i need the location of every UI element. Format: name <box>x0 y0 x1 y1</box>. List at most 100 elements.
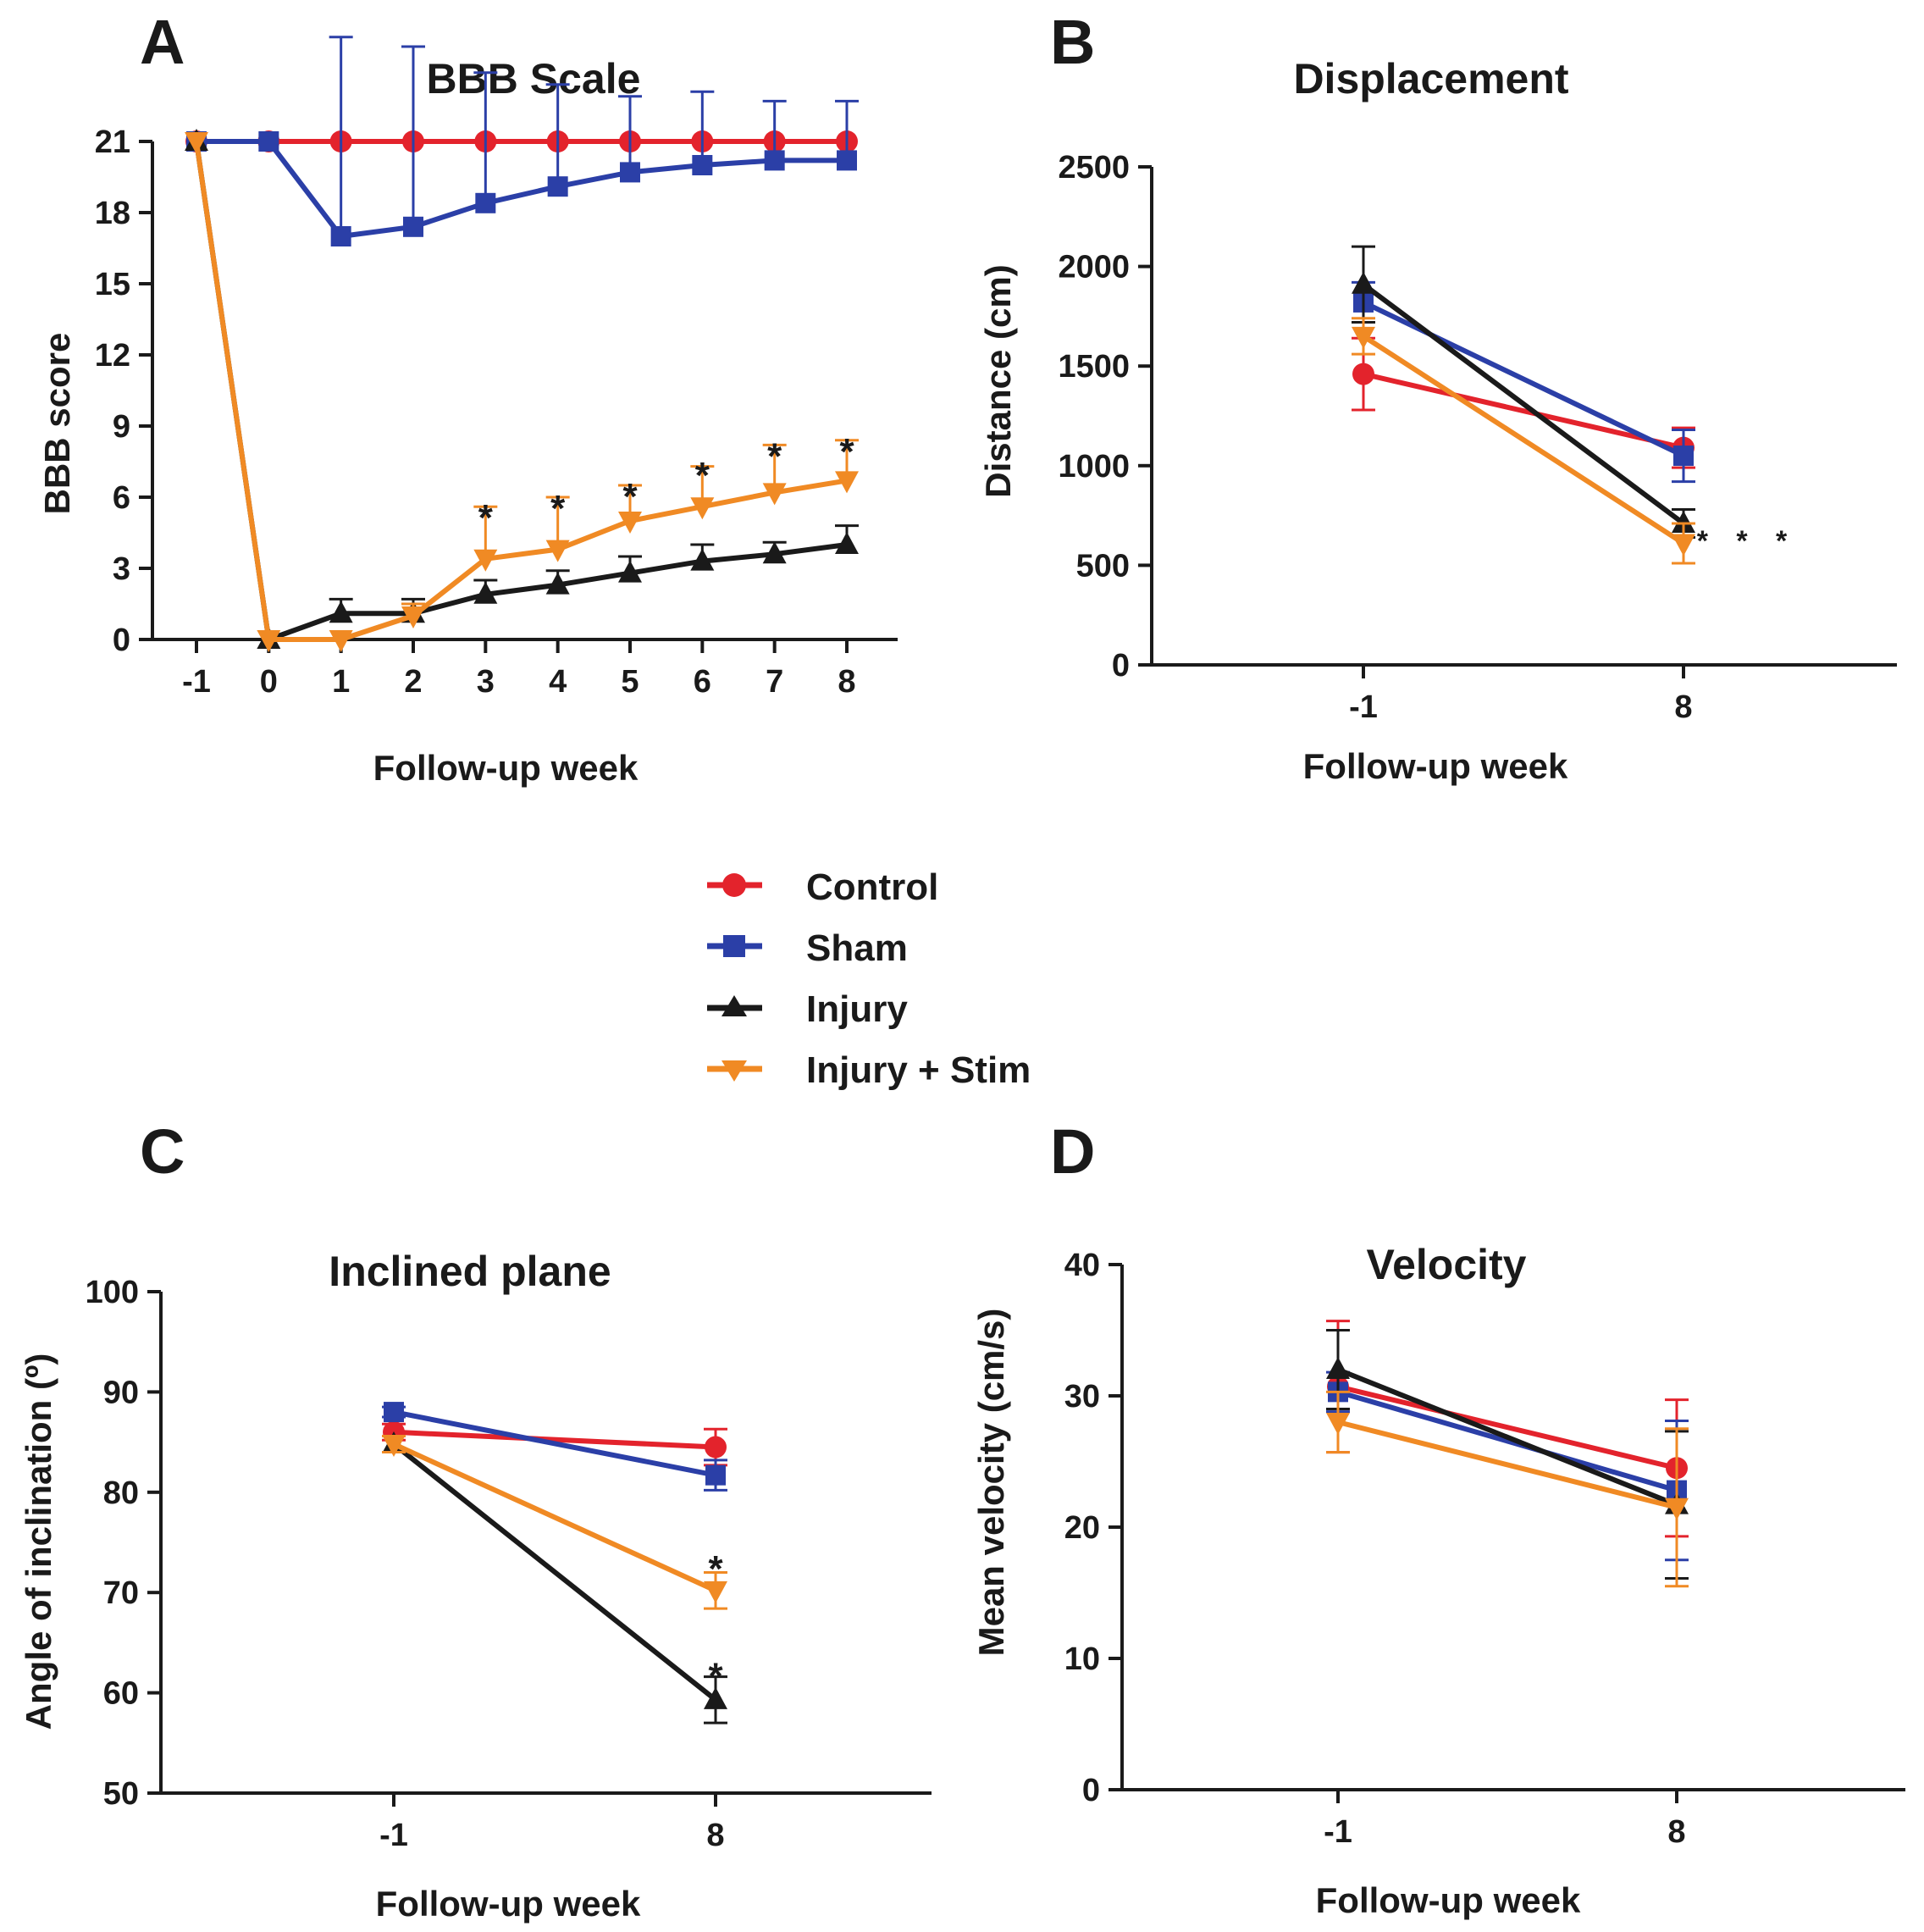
panel-c-line-injury <box>392 1442 717 1702</box>
panel-b-point-injury <box>1672 511 1695 534</box>
panel-a-point-sham <box>547 176 568 197</box>
legend-item-injury: Injury <box>707 988 908 1030</box>
panel-a-series-sham <box>186 36 859 246</box>
panel-c-y-tick-label: 100 <box>86 1275 139 1310</box>
panel-c-series-injury <box>382 1431 727 1724</box>
panel-d-series-control <box>1326 1320 1689 1538</box>
legend-marker-control <box>722 873 746 897</box>
panel-d-y-tick-label: 10 <box>1064 1641 1100 1677</box>
panel-b-y-tick-label: 1000 <box>1058 449 1130 484</box>
panel-c-y-tick-label: 50 <box>103 1776 139 1812</box>
panel-c-y-tick-label: 60 <box>103 1676 139 1712</box>
legend-label-injury-stim: Injury + Stim <box>806 1049 1031 1091</box>
panel-d-y-axis-label: Mean velocity (cm/s) <box>971 1309 1011 1657</box>
panel-a-line-sham <box>196 139 847 239</box>
panel-a-x-tick-label: 3 <box>477 664 495 700</box>
panel-b-significance-star: * * * <box>1697 525 1798 557</box>
legend-marker-injury-stim <box>722 1060 747 1082</box>
panel-a-significance-star: * <box>622 476 638 518</box>
panel-c-point-injury-stim <box>704 1580 727 1603</box>
panel-b-plot: 0 500 1000 1500 2000 2500 -1 8 * * * <box>1058 150 1897 725</box>
panel-a-point-injury <box>473 581 498 604</box>
panel-b-y-tick-label: 1500 <box>1058 349 1130 385</box>
legend-item-injury-stim: Injury + Stim <box>707 1049 1031 1091</box>
legend: Control Sham Injury Injury + Stim <box>707 866 1031 1091</box>
panel-b-point-injury-stim <box>1672 534 1695 556</box>
panel-c-significance-star: * <box>708 1548 723 1590</box>
panel-d-point-injury <box>1326 1357 1350 1379</box>
panel-a-x-tick-label: -1 <box>182 664 211 700</box>
panel-c-title: Inclined plane <box>329 1248 611 1295</box>
panel-a-point-injury-stim <box>835 471 859 494</box>
panel-a-point-sham <box>475 192 496 213</box>
panel-a-significance-star: * <box>478 497 494 539</box>
panel-c-point-sham <box>384 1402 404 1423</box>
panel-b-y-tick-label: 0 <box>1112 648 1130 684</box>
panel-a-point-injury <box>618 560 642 583</box>
panel-a-x-tick-label: 8 <box>838 664 855 700</box>
panel-d-line-injury-stim <box>1337 1420 1678 1510</box>
panel-b-y-tick-label: 500 <box>1076 548 1130 584</box>
panel-c-line-injury-stim <box>392 1442 717 1593</box>
panel-b-point-injury-stim <box>1352 326 1375 349</box>
panel-a-point-injury-stim <box>690 497 715 520</box>
panel-c-plot: 50 60 70 80 90 100 -1 8 * * <box>86 1275 932 1853</box>
panel-a-y-tick-label: 3 <box>113 551 130 587</box>
panel-c-y-tick-label: 80 <box>103 1475 139 1511</box>
panel-a-point-sham <box>258 131 279 152</box>
panel-a-point-injury <box>329 601 353 623</box>
panel-a-y-tick-label: 6 <box>113 480 130 516</box>
panel-a-point-sham <box>837 150 857 171</box>
panel-b-point-sham <box>1673 446 1694 467</box>
panel-letter-b: B <box>1050 7 1095 77</box>
panel-a-y-tick-label: 0 <box>113 623 130 658</box>
panel-a-point-sham <box>403 216 423 237</box>
legend-marker-injury <box>722 995 747 1016</box>
panel-letter-a: A <box>140 7 185 77</box>
panel-b-series-injury-stim <box>1352 317 1695 565</box>
panel-a-x-tick-label: 4 <box>549 664 567 700</box>
panel-b-series-injury <box>1352 245 1695 539</box>
panel-b-line-injury-stim <box>1362 334 1685 546</box>
panel-a-point-injury-stim <box>762 483 787 506</box>
panel-a-point-injury-stim <box>401 606 425 628</box>
panel-a-point-injury-stim <box>618 512 642 534</box>
panel-c-series-sham <box>382 1402 727 1492</box>
panel-d-line-injury <box>1336 1367 1678 1508</box>
panel-a-series-injury <box>185 129 859 649</box>
panel-d-y-tick-label: 30 <box>1064 1379 1100 1414</box>
panel-c-significance-star: * <box>708 1655 723 1697</box>
panel-d-y-tick-label: 40 <box>1064 1248 1100 1283</box>
panel-a-point-injury <box>690 548 715 571</box>
panel-a-y-tick-label: 9 <box>113 409 130 445</box>
panel-c-line-control <box>393 1429 716 1450</box>
panel-c: C Inclined plane Follow-up week Angle of… <box>19 1116 932 1924</box>
panel-d: D Velocity Follow-up week Mean velocity … <box>971 1116 1905 1920</box>
panel-c-x-axis-label: Follow-up week <box>376 1884 641 1924</box>
panel-a-point-injury <box>545 572 570 595</box>
legend-label-control: Control <box>806 866 938 908</box>
legend-label-sham: Sham <box>806 927 908 969</box>
panel-a-significance-star: * <box>695 455 710 496</box>
panel-d-y-tick-label: 20 <box>1064 1510 1100 1546</box>
panel-d-line-sham <box>1337 1389 1678 1493</box>
panel-a-x-tick-label: 0 <box>260 664 278 700</box>
panel-a-y-axis-label: BBB score <box>37 333 77 515</box>
legend-marker-sham <box>723 935 745 957</box>
panel-b-line-injury <box>1362 282 1685 526</box>
panel-a-y-tick-label: 18 <box>95 196 130 231</box>
panel-d-point-injury-stim <box>1665 1497 1689 1520</box>
panel-c-point-injury <box>704 1686 727 1709</box>
panel-a-point-injury <box>835 532 859 554</box>
panel-d-title: Velocity <box>1367 1241 1527 1288</box>
panel-c-series-injury-stim <box>382 1434 727 1610</box>
panel-a-series-injury-stim <box>185 132 859 652</box>
panel-a-y-tick-label: 15 <box>95 267 130 302</box>
panel-a-y-tick-label: 12 <box>95 338 130 374</box>
panel-d-plot: 0 10 20 30 40 -1 8 <box>1064 1248 1905 1850</box>
panel-d-x-tick-label: -1 <box>1324 1814 1352 1850</box>
panel-b: B Displacement Follow-up week Distance (… <box>978 7 1897 786</box>
panel-a-x-tick-label: 5 <box>621 664 639 700</box>
